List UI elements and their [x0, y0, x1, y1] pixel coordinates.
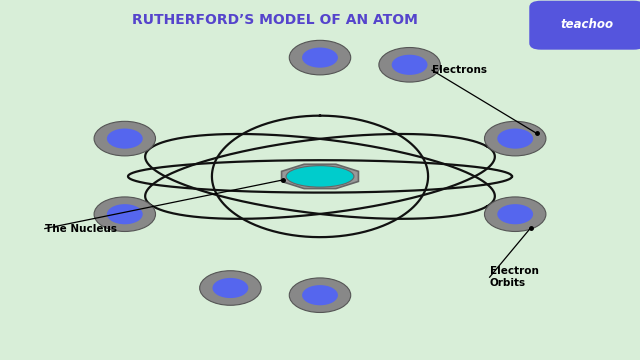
- Text: teachoo: teachoo: [561, 18, 614, 31]
- Circle shape: [379, 48, 440, 82]
- Text: RUTHERFORD’S MODEL OF AN ATOM: RUTHERFORD’S MODEL OF AN ATOM: [132, 13, 418, 27]
- Circle shape: [484, 121, 546, 156]
- Circle shape: [302, 48, 338, 68]
- Text: Electron
Orbits: Electron Orbits: [490, 266, 538, 288]
- Polygon shape: [282, 164, 358, 189]
- Circle shape: [107, 129, 143, 149]
- Circle shape: [200, 271, 261, 305]
- Ellipse shape: [286, 166, 354, 187]
- Circle shape: [392, 55, 428, 75]
- Circle shape: [212, 278, 248, 298]
- Circle shape: [289, 40, 351, 75]
- Circle shape: [94, 197, 156, 231]
- Circle shape: [484, 197, 546, 231]
- Circle shape: [107, 204, 143, 224]
- Text: Electrons: Electrons: [432, 65, 487, 75]
- Circle shape: [497, 204, 533, 224]
- Circle shape: [289, 278, 351, 312]
- Circle shape: [497, 129, 533, 149]
- FancyBboxPatch shape: [529, 1, 640, 50]
- Circle shape: [94, 121, 156, 156]
- Circle shape: [302, 285, 338, 305]
- Text: The Nucleus: The Nucleus: [45, 224, 117, 234]
